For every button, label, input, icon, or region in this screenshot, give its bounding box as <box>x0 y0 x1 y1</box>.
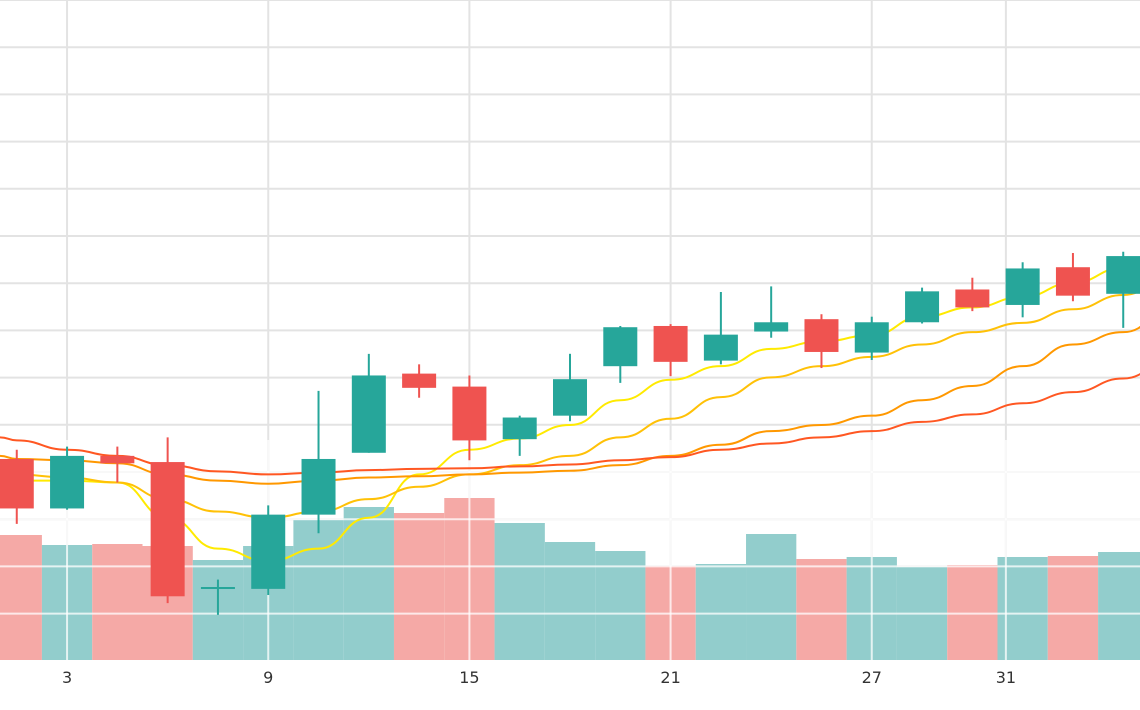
candle-up <box>553 353 587 422</box>
candle-up <box>301 390 336 534</box>
volume-bar <box>393 513 445 660</box>
volume-bar <box>746 534 797 660</box>
candle-body <box>0 458 34 509</box>
volume-bar <box>1047 556 1099 660</box>
candle-up <box>1106 251 1140 328</box>
candle-up <box>351 353 386 453</box>
volume-bar <box>695 564 747 660</box>
candle-body <box>553 379 587 416</box>
candle-down <box>150 437 185 604</box>
candle-down <box>100 446 135 483</box>
candle-body <box>50 455 85 509</box>
candle-up <box>200 579 235 615</box>
x-tick-label: 3 <box>62 668 72 687</box>
candle-up <box>905 287 940 324</box>
volume-bar <box>947 565 998 660</box>
candle-body <box>301 458 336 515</box>
volume-bar <box>343 507 394 660</box>
candle-down <box>452 375 487 461</box>
volume-bar <box>0 535 42 660</box>
candle-body <box>905 291 940 323</box>
volume-bars <box>0 440 1140 660</box>
candle-body <box>955 289 990 308</box>
candle-up <box>50 446 85 510</box>
candle-down <box>0 449 34 524</box>
candle-body <box>100 455 135 464</box>
candle-body <box>653 325 688 362</box>
x-tick-label: 31 <box>996 668 1016 687</box>
volume-bar <box>595 551 646 660</box>
candle-body <box>200 587 235 590</box>
candle-down <box>955 277 990 312</box>
candle-body <box>351 375 386 453</box>
candle-body <box>452 386 487 441</box>
volume-bar <box>796 559 847 660</box>
candle-body <box>854 322 889 353</box>
candlesticks <box>0 251 1140 615</box>
candle-up <box>703 291 738 365</box>
candle-body <box>1005 268 1040 305</box>
candle-body <box>402 373 437 388</box>
candle-up <box>502 415 537 456</box>
x-tick-label: 21 <box>660 668 680 687</box>
x-axis-tick-labels: 3 9 15 21 27 31 <box>62 668 1016 687</box>
volume-bar <box>92 544 143 660</box>
candle-up <box>754 286 789 338</box>
candle-body <box>703 334 738 361</box>
candle-down <box>1055 252 1090 302</box>
candle-body <box>150 462 185 597</box>
x-tick-label: 9 <box>263 668 273 687</box>
candle-up <box>854 316 889 360</box>
candle-down <box>804 314 839 369</box>
candle-up <box>603 325 638 383</box>
candle-body <box>1055 267 1090 296</box>
volume-bar <box>1098 552 1140 660</box>
volume-bar <box>494 523 545 660</box>
candle-up <box>1005 262 1040 318</box>
x-tick-label: 27 <box>862 668 882 687</box>
x-tick-label: 15 <box>459 668 479 687</box>
candle-body <box>1106 256 1140 294</box>
candle-body <box>502 417 537 440</box>
candle-body <box>754 322 789 332</box>
candle-down <box>402 364 437 398</box>
candle-body <box>603 327 638 367</box>
volume-bar <box>544 542 596 660</box>
candle-down <box>653 324 688 377</box>
candle-body <box>251 514 286 589</box>
candle-up <box>251 505 286 596</box>
candle-body <box>804 319 839 352</box>
